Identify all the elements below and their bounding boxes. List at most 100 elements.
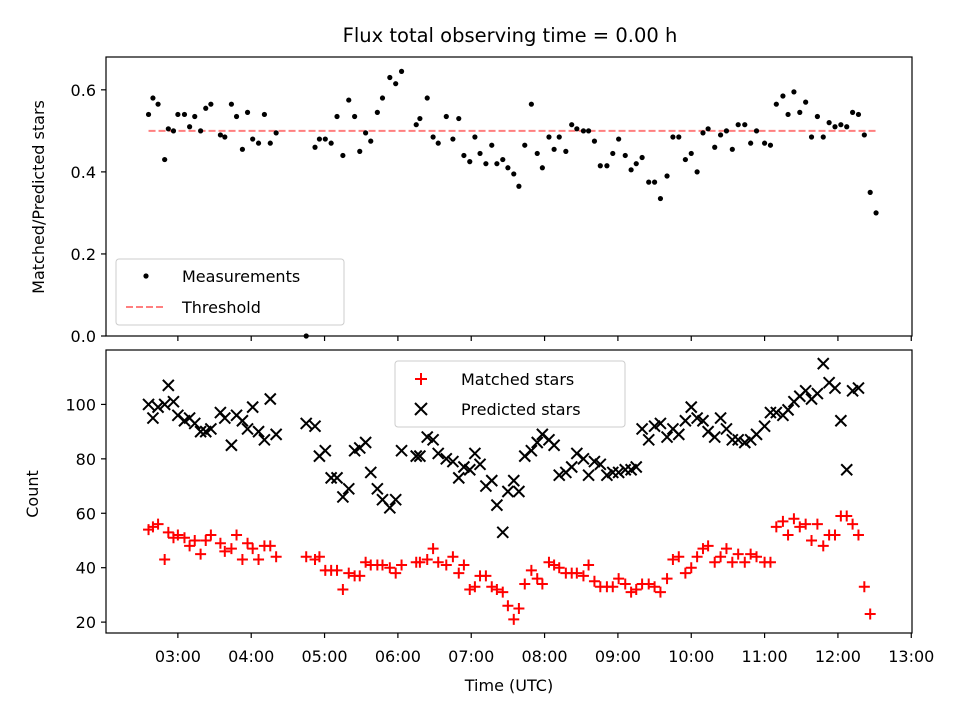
predicted-point — [389, 493, 402, 506]
measurement-point — [417, 115, 423, 122]
measurement-point — [591, 138, 598, 144]
measurement-point — [145, 111, 152, 118]
matched-point — [679, 567, 691, 579]
matched-point — [643, 578, 655, 590]
measurement-point — [250, 136, 256, 142]
measurement-point — [430, 134, 436, 140]
matched-point — [788, 513, 800, 525]
measurement-point — [814, 113, 820, 120]
matched-point — [432, 556, 444, 568]
predicted-point — [708, 430, 721, 444]
measurement-point — [175, 111, 181, 118]
matched-point — [253, 554, 265, 566]
predicted-point — [781, 403, 795, 417]
measurement-point — [867, 189, 873, 195]
measurement-point — [705, 126, 711, 132]
matched-point — [458, 559, 470, 571]
measurement-point — [217, 132, 224, 138]
predicted-point — [151, 400, 165, 414]
predicted-point — [146, 411, 160, 425]
legend-predicted-marker — [414, 402, 428, 416]
x-tick-label: 10:00 — [668, 647, 714, 666]
measurement-point — [803, 99, 809, 105]
matched-point — [583, 559, 595, 571]
matched-point — [829, 529, 841, 541]
predicted-point — [512, 485, 526, 498]
matched-point — [440, 559, 452, 571]
predicted-point — [383, 501, 397, 515]
matched-point — [219, 545, 231, 557]
y-tick-label: 0.0 — [71, 327, 96, 346]
measurement-point — [628, 167, 634, 173]
matched-point — [800, 518, 812, 530]
measurement-point — [700, 130, 706, 136]
measurement-point — [748, 140, 754, 146]
matched-point — [172, 529, 184, 541]
matched-point — [715, 551, 727, 563]
matched-point — [751, 551, 763, 563]
measurement-point — [312, 144, 318, 150]
measurement-point — [633, 161, 639, 167]
predicted-point — [300, 417, 313, 430]
predicted-point — [485, 474, 498, 487]
predicted-point — [525, 444, 538, 457]
predicted-point — [252, 425, 265, 438]
predicted-point — [685, 400, 698, 414]
predicted-point — [642, 433, 655, 447]
matched-point — [195, 548, 207, 560]
x-tick-label: 03:00 — [155, 647, 201, 666]
measurement-point — [712, 144, 718, 150]
matched-point — [847, 518, 859, 530]
matched-point — [178, 532, 190, 544]
measurement-point — [387, 74, 393, 81]
matched-point — [300, 551, 312, 563]
measurement-point — [516, 183, 522, 189]
predicted-point — [840, 463, 853, 476]
matched-point — [702, 540, 714, 552]
measurement-point — [742, 122, 748, 128]
measurement-point — [808, 134, 815, 140]
predicted-point — [577, 452, 590, 466]
predicted-point — [507, 474, 520, 487]
predicted-point — [246, 400, 259, 414]
predicted-point — [679, 414, 692, 427]
measurement-point — [443, 113, 449, 120]
matched-point — [384, 562, 396, 574]
predicted-point — [811, 387, 824, 400]
matched-point — [469, 581, 481, 593]
predicted-point — [630, 460, 643, 474]
matched-point — [376, 559, 388, 571]
chart-title: Flux total observing time = 0.00 h — [343, 24, 678, 47]
measurement-point — [261, 111, 268, 118]
bottom-y-axis-label: Count — [23, 470, 42, 518]
predicted-point — [770, 406, 783, 419]
matched-point — [162, 526, 174, 538]
matched-point — [745, 548, 757, 560]
predicted-point — [188, 417, 201, 430]
measurement-point — [239, 146, 246, 152]
matched-point — [553, 562, 565, 574]
measurement-point — [580, 128, 587, 134]
predicted-point — [834, 414, 848, 427]
predicted-point — [531, 436, 544, 449]
predicted-point — [720, 422, 733, 436]
y-tick-label: 0.6 — [71, 81, 96, 100]
matched-point — [661, 573, 673, 585]
matched-point — [770, 521, 782, 533]
matched-point — [508, 613, 520, 625]
matched-point — [739, 556, 751, 568]
measurement-point — [855, 111, 862, 118]
measurement-point — [222, 134, 228, 140]
measurement-point — [267, 140, 273, 146]
measurement-point — [413, 122, 419, 128]
top-y-axis-label: Matched/Predicted stars — [29, 100, 48, 294]
predicted-point — [672, 428, 685, 441]
y-tick-label: 0.4 — [71, 163, 96, 182]
measurement-point — [328, 140, 334, 146]
matched-point — [453, 567, 465, 579]
top-panel: 0.0 0.2 0.4 0.6 Matched/Predicted stars Mea… — [29, 56, 913, 346]
matched-point — [806, 534, 818, 546]
measurement-point — [334, 113, 340, 120]
matched-point — [200, 534, 212, 546]
matched-point — [480, 570, 492, 582]
